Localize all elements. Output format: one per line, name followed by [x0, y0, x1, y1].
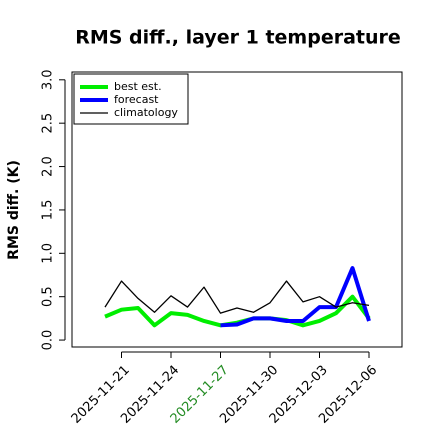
legend-label: climatology — [114, 106, 178, 119]
chart-title: RMS diff., layer 1 temperature — [75, 27, 401, 49]
y-tick-label: 3.0 — [41, 69, 56, 90]
series-line — [104, 294, 371, 328]
y-tick-label: 2.5 — [41, 113, 56, 134]
legend-box — [73, 73, 189, 125]
y-tick-label: 0.5 — [41, 286, 56, 307]
legend-label: forecast — [114, 93, 159, 106]
y-tick-label: 0.0 — [41, 330, 56, 351]
y-tick-label: 1.5 — [41, 200, 56, 221]
series-line — [104, 280, 370, 314]
plot-frame — [71, 71, 403, 348]
y-tick-label: 1.0 — [41, 243, 56, 264]
y-axis-label: RMS diff. (K) — [6, 160, 22, 260]
y-tick-label: 2.0 — [41, 156, 56, 177]
series-line — [220, 266, 371, 328]
legend-label: best est. — [114, 80, 162, 93]
